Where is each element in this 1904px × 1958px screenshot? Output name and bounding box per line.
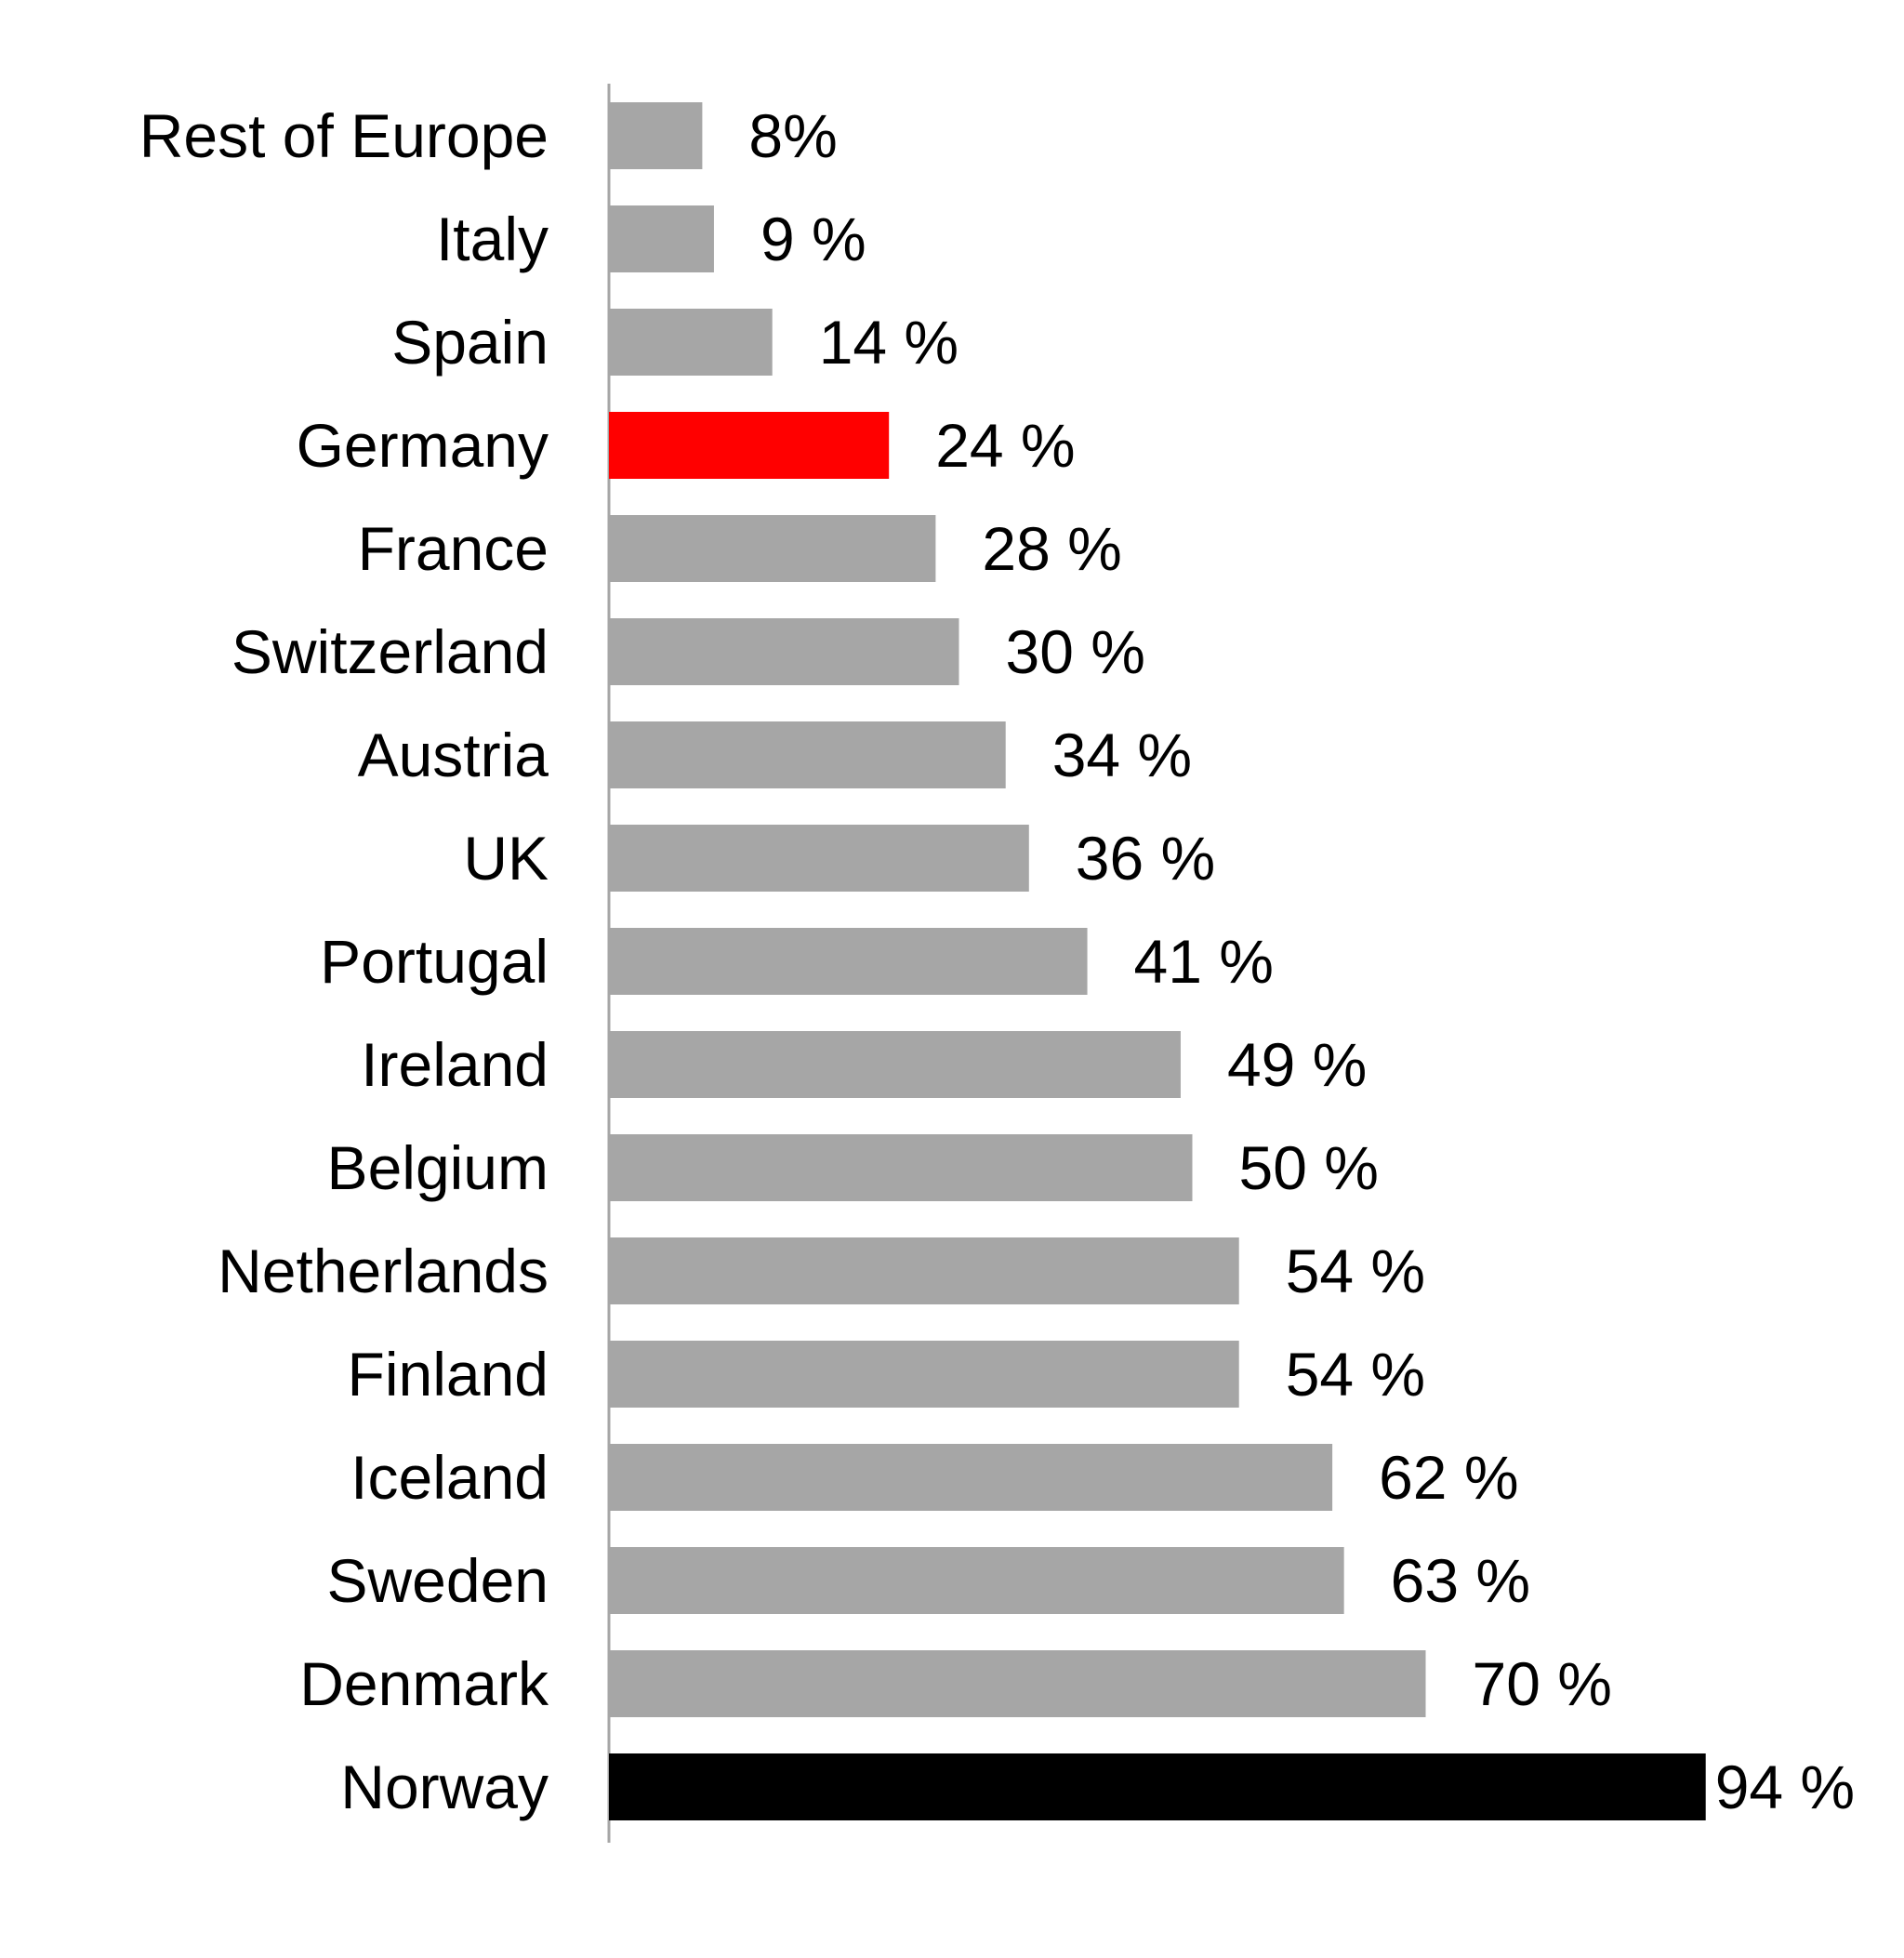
bar-belgium: [609, 1134, 1193, 1201]
category-label-italy: Italy: [436, 205, 549, 273]
bar-rest-of-europe: [609, 102, 703, 169]
bar-italy: [609, 205, 714, 272]
value-label-sweden: 63 %: [1391, 1546, 1530, 1615]
value-label-denmark: 70 %: [1473, 1649, 1612, 1718]
category-label-norway: Norway: [340, 1753, 549, 1821]
bars-group: Rest of Europe 8% Italy 9 % Spain 14 % Germany…: [139, 101, 1855, 1821]
value-label-finland: 54 %: [1286, 1340, 1425, 1409]
bar-uk: [609, 825, 1029, 892]
category-label-denmark: Denmark: [299, 1649, 549, 1718]
bar-netherlands: [609, 1237, 1239, 1304]
value-label-netherlands: 54 %: [1286, 1237, 1425, 1305]
category-label-spain: Spain: [391, 308, 549, 377]
value-label-austria: 34 %: [1052, 721, 1192, 789]
value-label-iceland: 62 %: [1379, 1443, 1518, 1512]
value-label-spain: 14 %: [819, 308, 959, 377]
category-label-portugal: Portugal: [320, 927, 549, 996]
bar-austria: [609, 721, 1006, 788]
value-label-switzerland: 30 %: [1006, 617, 1145, 686]
category-label-rest-of-europe: Rest of Europe: [139, 101, 549, 170]
bar-sweden: [609, 1547, 1344, 1614]
bar-ireland: [609, 1031, 1181, 1098]
bar-denmark: [609, 1650, 1426, 1717]
value-label-ireland: 49 %: [1227, 1030, 1367, 1099]
bar-iceland: [609, 1444, 1333, 1511]
value-label-italy: 9 %: [760, 205, 866, 273]
category-label-finland: Finland: [348, 1340, 549, 1409]
bar-norway: [609, 1753, 1706, 1820]
bar-finland: [609, 1341, 1239, 1408]
category-label-sweden: Sweden: [326, 1546, 549, 1615]
category-label-ireland: Ireland: [361, 1030, 549, 1099]
value-label-portugal: 41 %: [1134, 927, 1274, 996]
category-label-iceland: Iceland: [350, 1443, 549, 1512]
category-label-france: France: [358, 514, 549, 583]
category-label-netherlands: Netherlands: [218, 1237, 549, 1305]
bar-germany: [609, 412, 890, 479]
category-label-uk: UK: [463, 824, 549, 893]
category-label-austria: Austria: [358, 721, 549, 789]
value-label-norway: 94 %: [1715, 1753, 1855, 1821]
bar-france: [609, 515, 936, 582]
value-label-belgium: 50 %: [1239, 1133, 1379, 1202]
value-label-uk: 36 %: [1076, 824, 1215, 893]
category-label-germany: Germany: [297, 411, 549, 480]
bar-spain: [609, 309, 773, 376]
value-label-rest-of-europe: 8%: [748, 101, 837, 170]
value-label-germany: 24 %: [935, 411, 1075, 480]
category-label-belgium: Belgium: [327, 1133, 549, 1202]
value-label-france: 28 %: [982, 514, 1121, 583]
category-label-switzerland: Switzerland: [231, 617, 549, 686]
bar-switzerland: [609, 618, 959, 685]
bar-portugal: [609, 928, 1088, 995]
